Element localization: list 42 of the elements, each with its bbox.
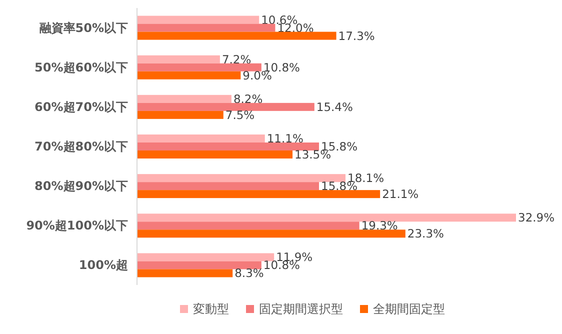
y-tick-label: 融資率50%以下	[39, 20, 128, 35]
y-tick-label: 70%超80%以下	[34, 140, 128, 154]
bar	[137, 253, 274, 262]
bar	[137, 32, 336, 40]
bar	[137, 102, 314, 111]
bar	[137, 174, 346, 182]
data-label: 17.3%	[338, 28, 375, 43]
bar	[137, 63, 262, 72]
data-label: 8.2%	[233, 92, 263, 106]
bar	[137, 190, 380, 198]
bar	[137, 269, 233, 278]
y-tick-label: 50%超60%以下	[34, 60, 128, 74]
legend-label: 全期間固定型	[373, 302, 445, 316]
bar	[137, 94, 232, 103]
data-label: 8.3%	[234, 266, 264, 280]
data-label: 23.3%	[407, 226, 444, 241]
bar	[137, 71, 241, 80]
bar	[137, 214, 516, 222]
bar	[137, 182, 320, 190]
bar	[137, 55, 220, 64]
bar	[137, 24, 276, 32]
legend-label: 変動型	[193, 302, 229, 316]
bar	[137, 142, 320, 150]
data-label: 7.2%	[222, 52, 252, 66]
bar	[137, 110, 224, 119]
y-tick-label: 100%超	[78, 258, 128, 272]
bar	[137, 261, 262, 270]
bar	[137, 150, 293, 158]
y-tick-label: 80%超90%以下	[34, 179, 128, 194]
legend-label: 固定期間選択型	[259, 302, 343, 316]
y-tick-label: 90%超100%以下	[26, 218, 128, 233]
y-tick-label: 60%超70%以下	[34, 100, 128, 114]
data-label: 32.9%	[518, 210, 555, 225]
data-label: 21.1%	[382, 187, 419, 202]
data-label: 15.4%	[316, 100, 354, 114]
data-label: 11.1%	[266, 132, 304, 146]
data-label: 7.5%	[225, 108, 255, 122]
bar	[137, 134, 265, 142]
bar	[137, 16, 260, 24]
bar	[137, 230, 406, 238]
data-label: 19.3%	[361, 218, 398, 233]
bar	[137, 222, 360, 230]
